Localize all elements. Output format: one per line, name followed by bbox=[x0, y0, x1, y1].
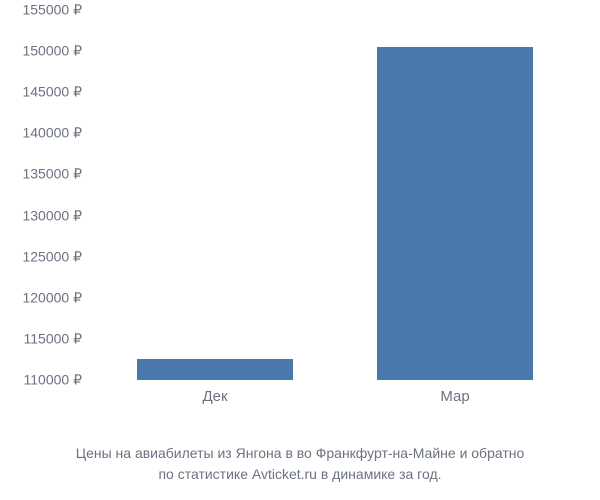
y-axis: 110000 ₽115000 ₽120000 ₽125000 ₽130000 ₽… bbox=[0, 10, 90, 380]
y-tick-label: 155000 ₽ bbox=[0, 2, 82, 19]
chart-caption: Цены на авиабилеты из Янгона в во Франкф… bbox=[0, 443, 600, 485]
y-tick-label: 130000 ₽ bbox=[0, 207, 82, 224]
y-tick-label: 125000 ₽ bbox=[0, 248, 82, 265]
x-axis: Дек Мар bbox=[95, 388, 575, 418]
x-axis-label: Дек bbox=[202, 388, 227, 405]
chart-container: 110000 ₽ 115000 ₽ 120000 ₽ 125000 ₽ 130000 ₽… bbox=[0, 0, 600, 500]
bar bbox=[377, 47, 533, 380]
y-tick-label: 135000 ₽ bbox=[0, 166, 82, 183]
plot-area bbox=[95, 10, 575, 380]
caption-line-1: Цены на авиабилеты из Янгона в во Франкф… bbox=[20, 443, 580, 464]
x-axis-label: Мар bbox=[440, 388, 469, 405]
y-tick-label: 115000 ₽ bbox=[0, 330, 82, 347]
y-tick-label: 110000 ₽ bbox=[0, 372, 82, 389]
y-tick-label: 120000 ₽ bbox=[0, 289, 82, 306]
caption-line-2: по статистике Avticket.ru в динамике за … bbox=[20, 464, 580, 485]
y-tick-label: 150000 ₽ bbox=[0, 43, 82, 60]
y-tick-label: 140000 ₽ bbox=[0, 125, 82, 142]
bar bbox=[137, 359, 293, 380]
y-tick-label: 145000 ₽ bbox=[0, 84, 82, 101]
